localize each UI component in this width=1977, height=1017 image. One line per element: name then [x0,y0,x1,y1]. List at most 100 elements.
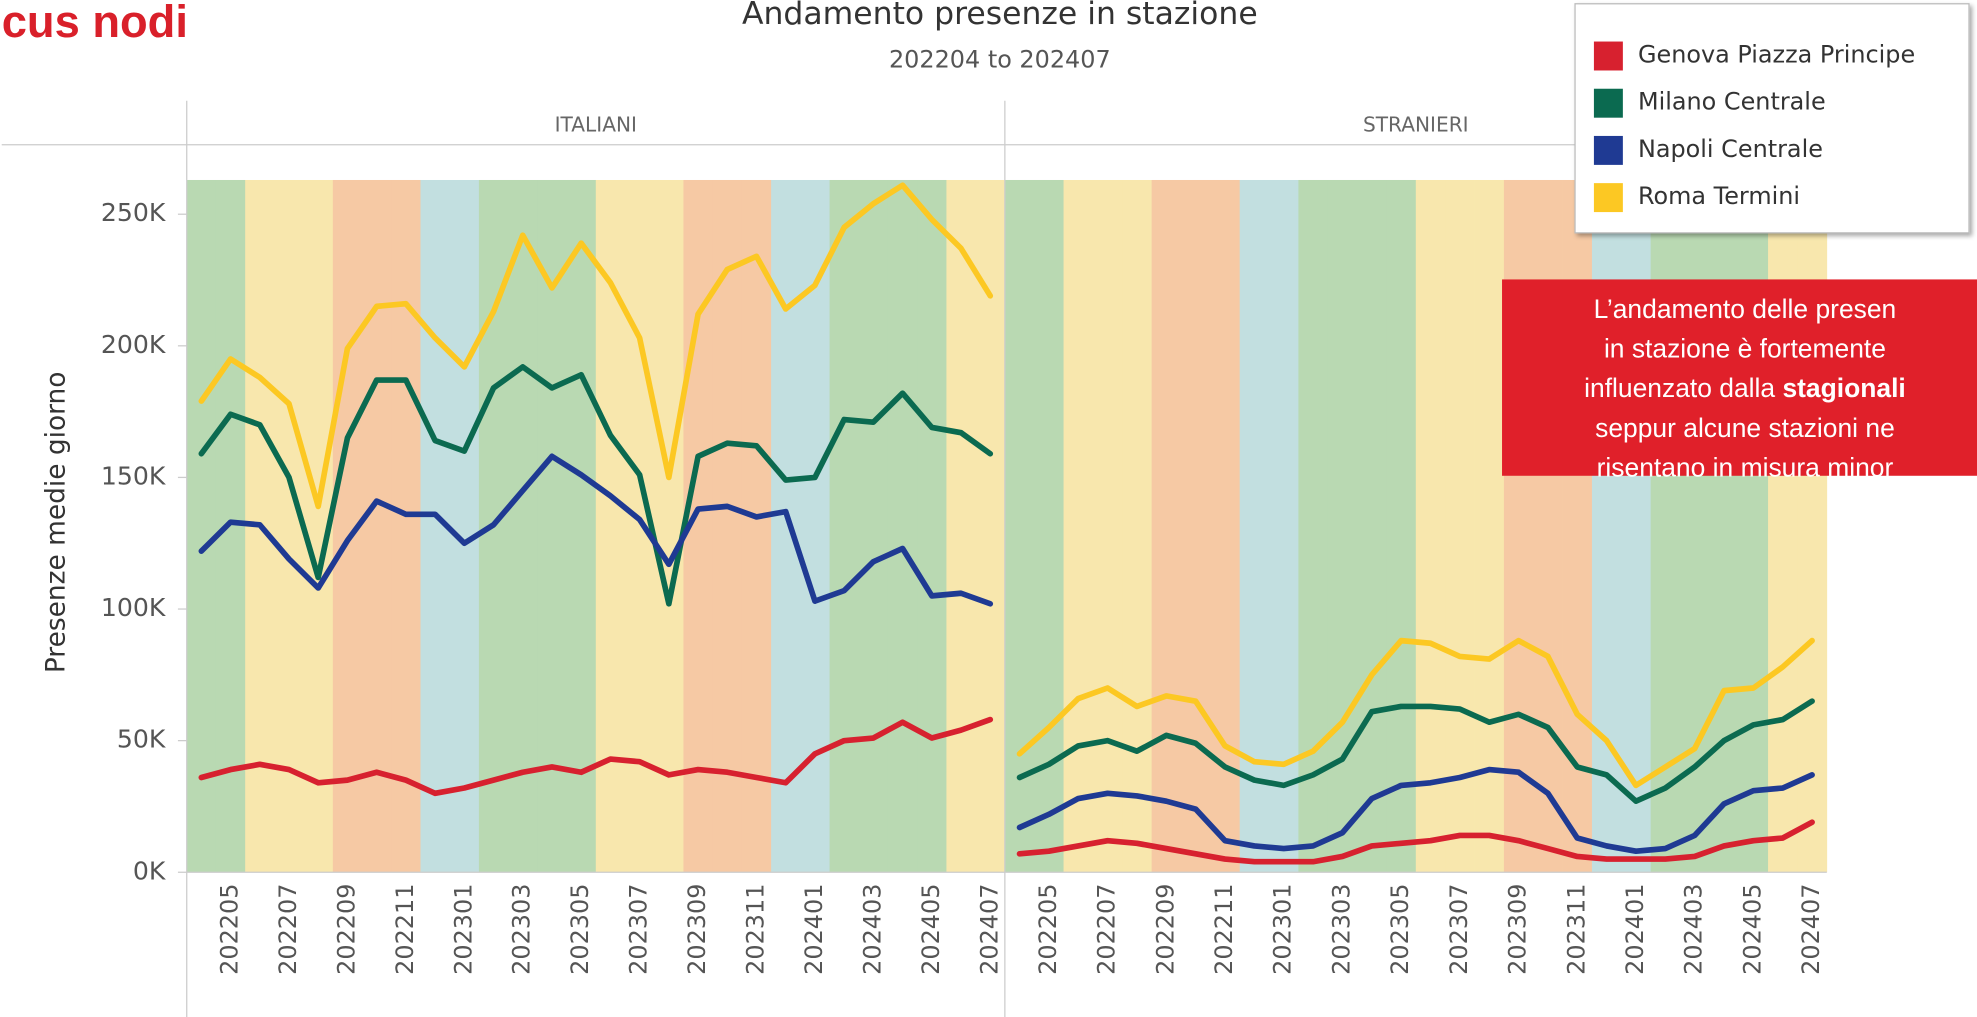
legend-swatch [1593,88,1623,118]
x-tick-label: 202207 [274,884,302,975]
annotation-line: in stazione è fortemente [1604,334,1886,364]
annotation-run: stagionali [1782,373,1905,403]
season-band [1004,179,1035,873]
season-band [1092,179,1123,873]
x-tick-label: 202407 [975,884,1003,975]
x-tick-label: 202301 [449,884,477,975]
season-band [1474,179,1505,873]
panel-title: STRANIERI [1363,112,1469,136]
x-tick-label: 202405 [1738,884,1766,975]
season-band [1063,179,1094,873]
season-band [887,179,918,873]
x-tick-label: 202205 [1034,884,1062,975]
season-band [1357,179,1387,873]
season-band [858,179,889,873]
annotation-run: risentano in misura minor [1597,452,1894,482]
season-band [1415,179,1446,873]
season-band [186,179,217,873]
x-tick-label: 202211 [1210,884,1238,975]
legend: Genova Piazza Principe Milano Centrale Nap… [1574,3,1970,234]
series-line [198,716,994,797]
season-band [566,179,597,873]
x-tick-label: 202209 [1151,884,1179,975]
x-tick-label: 202401 [800,884,828,975]
x-tick-label: 202401 [1621,884,1649,975]
season-band [508,179,538,873]
series-line [1016,766,1815,855]
season-band [741,179,772,873]
annotation-text: L’andamento delle presen in stazione è fo… [1584,294,1906,483]
season-band [1151,179,1182,873]
season-band [1269,179,1299,873]
annotation-line: L’andamento delle presen [1594,294,1897,324]
series-line [198,453,994,607]
series-line [1016,819,1815,865]
x-tick-label: 202305 [1386,884,1414,975]
season-band [215,179,246,873]
season-band [917,179,947,873]
season-band [449,179,480,873]
x-tick-label: 202403 [1680,884,1708,975]
x-tick-label: 202301 [1269,884,1297,975]
season-band [654,179,684,873]
x-tick-label: 202303 [508,884,536,975]
x-tick-label: 202307 [1445,884,1473,975]
season-band [829,179,860,873]
legend-swatch [1593,41,1623,71]
panel-title: ITALIANI [555,112,637,136]
y-tick-label: 100K [101,593,167,622]
y-tick-label: 0K [133,856,167,885]
season-band [537,179,567,873]
x-tick-label: 202309 [1504,884,1532,975]
series-line [198,182,994,510]
season-band [1180,179,1211,873]
y-tick-label: 250K [101,198,167,227]
x-tick-label: 202303 [1327,884,1355,975]
chart-subtitle: 202204 to 202407 [889,45,1111,73]
x-tick-label: 202309 [683,884,711,975]
x-tick-label: 202205 [216,884,244,975]
annotation-line: risentano in misura minor [1597,452,1894,482]
legend-box [1574,3,1970,234]
x-tick-label: 202305 [566,884,594,975]
season-band [362,179,392,873]
series-line [1016,637,1815,789]
x-tick-label: 202407 [1797,884,1825,975]
series-line [198,364,994,607]
season-band [1386,179,1417,873]
annotation-line: seppur alcune stazioni ne [1595,413,1895,443]
season-band [391,179,421,873]
annotation-box [1502,279,1977,476]
legend-swatch [1593,135,1623,165]
annotation-run: influenzato dalla [1584,373,1782,403]
season-band [1327,179,1358,873]
y-tick-label: 200K [101,330,167,359]
y-tick-label: 50K [117,725,167,754]
legend-label: Roma Termini [1638,182,1800,210]
annotation-run: seppur alcune stazioni ne [1595,413,1895,443]
annotation-run: L’andamento delle presen [1594,294,1897,324]
x-tick-label: 202211 [391,884,419,975]
season-band [274,179,304,873]
x-tick-label: 202403 [858,884,886,975]
y-tick-label: 150K [101,461,167,490]
season-band [1239,179,1270,873]
legend-swatch [1593,183,1623,213]
chart-title: Andamento presenze in stazione [742,0,1258,32]
annotation: L’andamento delle presen in stazione è fo… [1502,279,1977,482]
annotation-run: in stazione è fortemente [1604,334,1886,364]
season-band [712,179,743,873]
season-band [946,179,977,873]
legend-label: Genova Piazza Principe [1638,40,1915,68]
x-tick-label: 202311 [742,884,770,975]
series-line [1016,698,1815,805]
x-tick-label: 202311 [1562,884,1590,975]
legend-label: Milano Centrale [1638,88,1826,116]
season-band [1122,179,1153,873]
legend-label: Napoli Centrale [1638,135,1823,163]
plot: 0K 50K 100K 150K 200K 250K ITALIANI 202205 20220… [1,100,1827,1017]
page-header: cus nodi [2,0,188,47]
annotation-line: influenzato dalla stagionali [1584,373,1906,403]
